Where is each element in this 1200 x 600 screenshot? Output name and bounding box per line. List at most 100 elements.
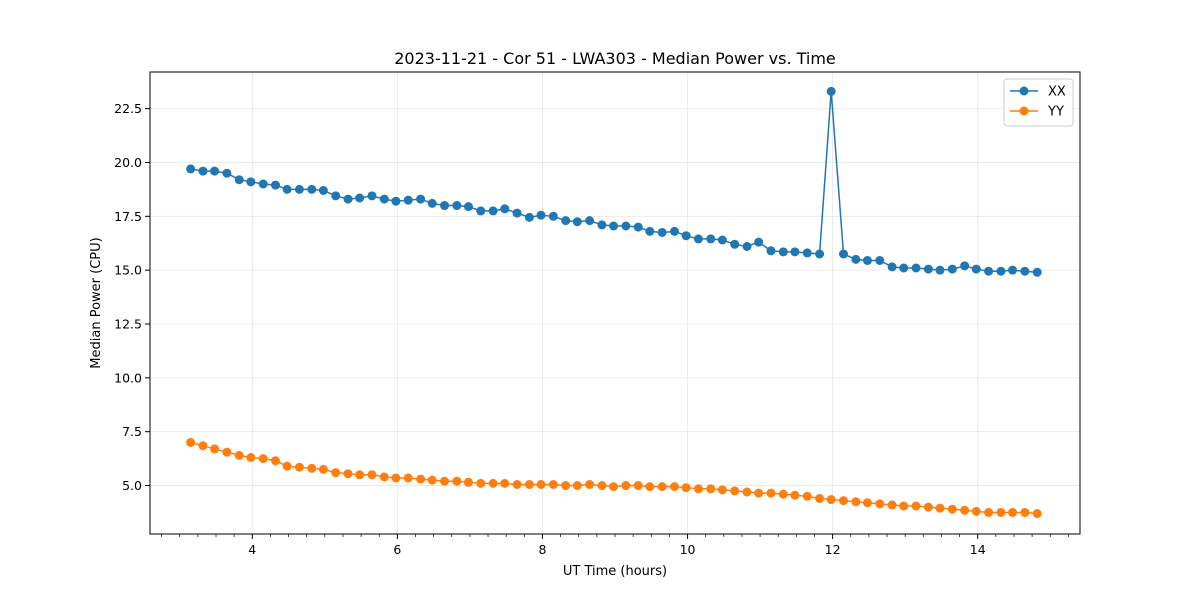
series-yy-point: [500, 478, 510, 488]
series-yy-point: [960, 505, 970, 515]
series-xx-point: [379, 194, 389, 204]
series-xx-point: [427, 198, 437, 208]
series-yy-point: [742, 487, 752, 497]
series-xx-point: [294, 184, 304, 194]
series-yy-point: [887, 500, 897, 510]
series-yy-point: [524, 479, 534, 489]
series-yy-point: [657, 482, 667, 492]
series-xx-point: [609, 221, 619, 231]
series-xx-point: [222, 168, 232, 178]
y-tick-label: 15.0: [114, 263, 142, 278]
x-tick-label: 4: [248, 542, 256, 557]
series-yy-point: [222, 447, 232, 457]
y-axis-label: Median Power (CPU): [89, 237, 104, 368]
series-xx-point: [452, 201, 462, 211]
series-xx-point: [802, 248, 812, 258]
series-yy-point: [367, 470, 377, 480]
series-xx-point: [923, 264, 933, 274]
series-yy-point: [778, 489, 788, 499]
series-yy-point: [343, 469, 353, 479]
series-yy-point: [839, 496, 849, 506]
series-yy-point: [633, 481, 643, 491]
series-xx-point: [1020, 266, 1030, 276]
series-xx-point: [730, 239, 740, 249]
series-xx-point: [621, 221, 631, 231]
series-xx-point: [234, 175, 244, 185]
series-yy-point: [911, 501, 921, 511]
series-yy-point: [318, 464, 328, 474]
series-xx-point: [935, 265, 945, 275]
x-tick-label: 10: [680, 542, 696, 557]
series-yy-point: [452, 476, 462, 486]
series-yy-point: [294, 462, 304, 472]
series-xx-point: [887, 262, 897, 272]
series-xx-point: [186, 164, 196, 174]
series-xx-point: [500, 204, 510, 214]
series-xx-point: [561, 216, 571, 226]
series-xx-point: [282, 184, 292, 194]
series-yy-point: [717, 485, 727, 495]
series-xx-point: [899, 263, 909, 273]
series-yy-point: [730, 486, 740, 496]
y-tick-label: 10.0: [114, 370, 142, 385]
series-xx-point: [826, 86, 836, 96]
series-yy-point: [548, 479, 558, 489]
series-layer: [186, 86, 1042, 519]
series-xx-point: [318, 185, 328, 195]
series-xx-point: [717, 235, 727, 245]
series-yy-point: [355, 470, 365, 480]
series-xx-point: [512, 208, 522, 218]
series-yy-point: [198, 441, 208, 451]
series-xx-point: [1032, 267, 1042, 277]
series-xx-point: [960, 261, 970, 271]
series-xx-point: [790, 247, 800, 257]
series-xx-point: [633, 222, 643, 232]
series-yy-point: [1020, 507, 1030, 517]
series-xx-point: [307, 184, 317, 194]
series-yy-point: [246, 453, 256, 463]
series-yy-point: [210, 444, 220, 454]
legend-label-yy: YY: [1047, 105, 1064, 120]
series-xx-point: [258, 179, 268, 189]
series-yy-point: [1032, 509, 1042, 519]
series-xx-point: [645, 226, 655, 236]
series-xx-point: [984, 266, 994, 276]
series-yy-point: [621, 481, 631, 491]
series-yy-point: [923, 502, 933, 512]
x-tick-label: 8: [538, 542, 546, 557]
series-yy-point: [440, 476, 450, 486]
series-xx-point: [198, 166, 208, 176]
y-tick-label: 5.0: [122, 478, 142, 493]
series-xx-point: [572, 217, 582, 227]
series-xx: [186, 86, 1042, 277]
series-yy-point: [572, 481, 582, 491]
series-yy-point: [862, 498, 872, 508]
series-xx-point: [246, 177, 256, 187]
series-yy-point: [815, 493, 825, 503]
series-yy-point: [307, 463, 317, 473]
legend-marker-xx: [1019, 86, 1029, 96]
series-xx-point: [331, 191, 341, 201]
series-yy-point: [186, 437, 196, 447]
series-xx-point: [754, 237, 764, 247]
y-tick-label: 12.5: [114, 317, 142, 332]
series-yy-point: [258, 454, 268, 464]
series-xx-point: [815, 249, 825, 259]
series-xx-point: [536, 210, 546, 220]
series-yy-point: [379, 472, 389, 482]
series-xx-point: [839, 249, 849, 259]
series-xx-point: [766, 246, 776, 256]
series-yy-point: [996, 507, 1006, 517]
series-xx-point: [742, 241, 752, 251]
series-yy-point: [488, 478, 498, 488]
series-yy-point: [669, 482, 679, 492]
series-yy-point: [984, 507, 994, 517]
series-xx-point: [971, 264, 981, 274]
series-yy-point: [693, 484, 703, 494]
series-yy-point: [585, 479, 595, 489]
series-yy-point: [403, 473, 413, 483]
series-yy-point: [802, 491, 812, 501]
series-xx-point: [669, 226, 679, 236]
x-tick-label: 12: [825, 542, 841, 557]
y-tick-label: 7.5: [122, 424, 142, 439]
